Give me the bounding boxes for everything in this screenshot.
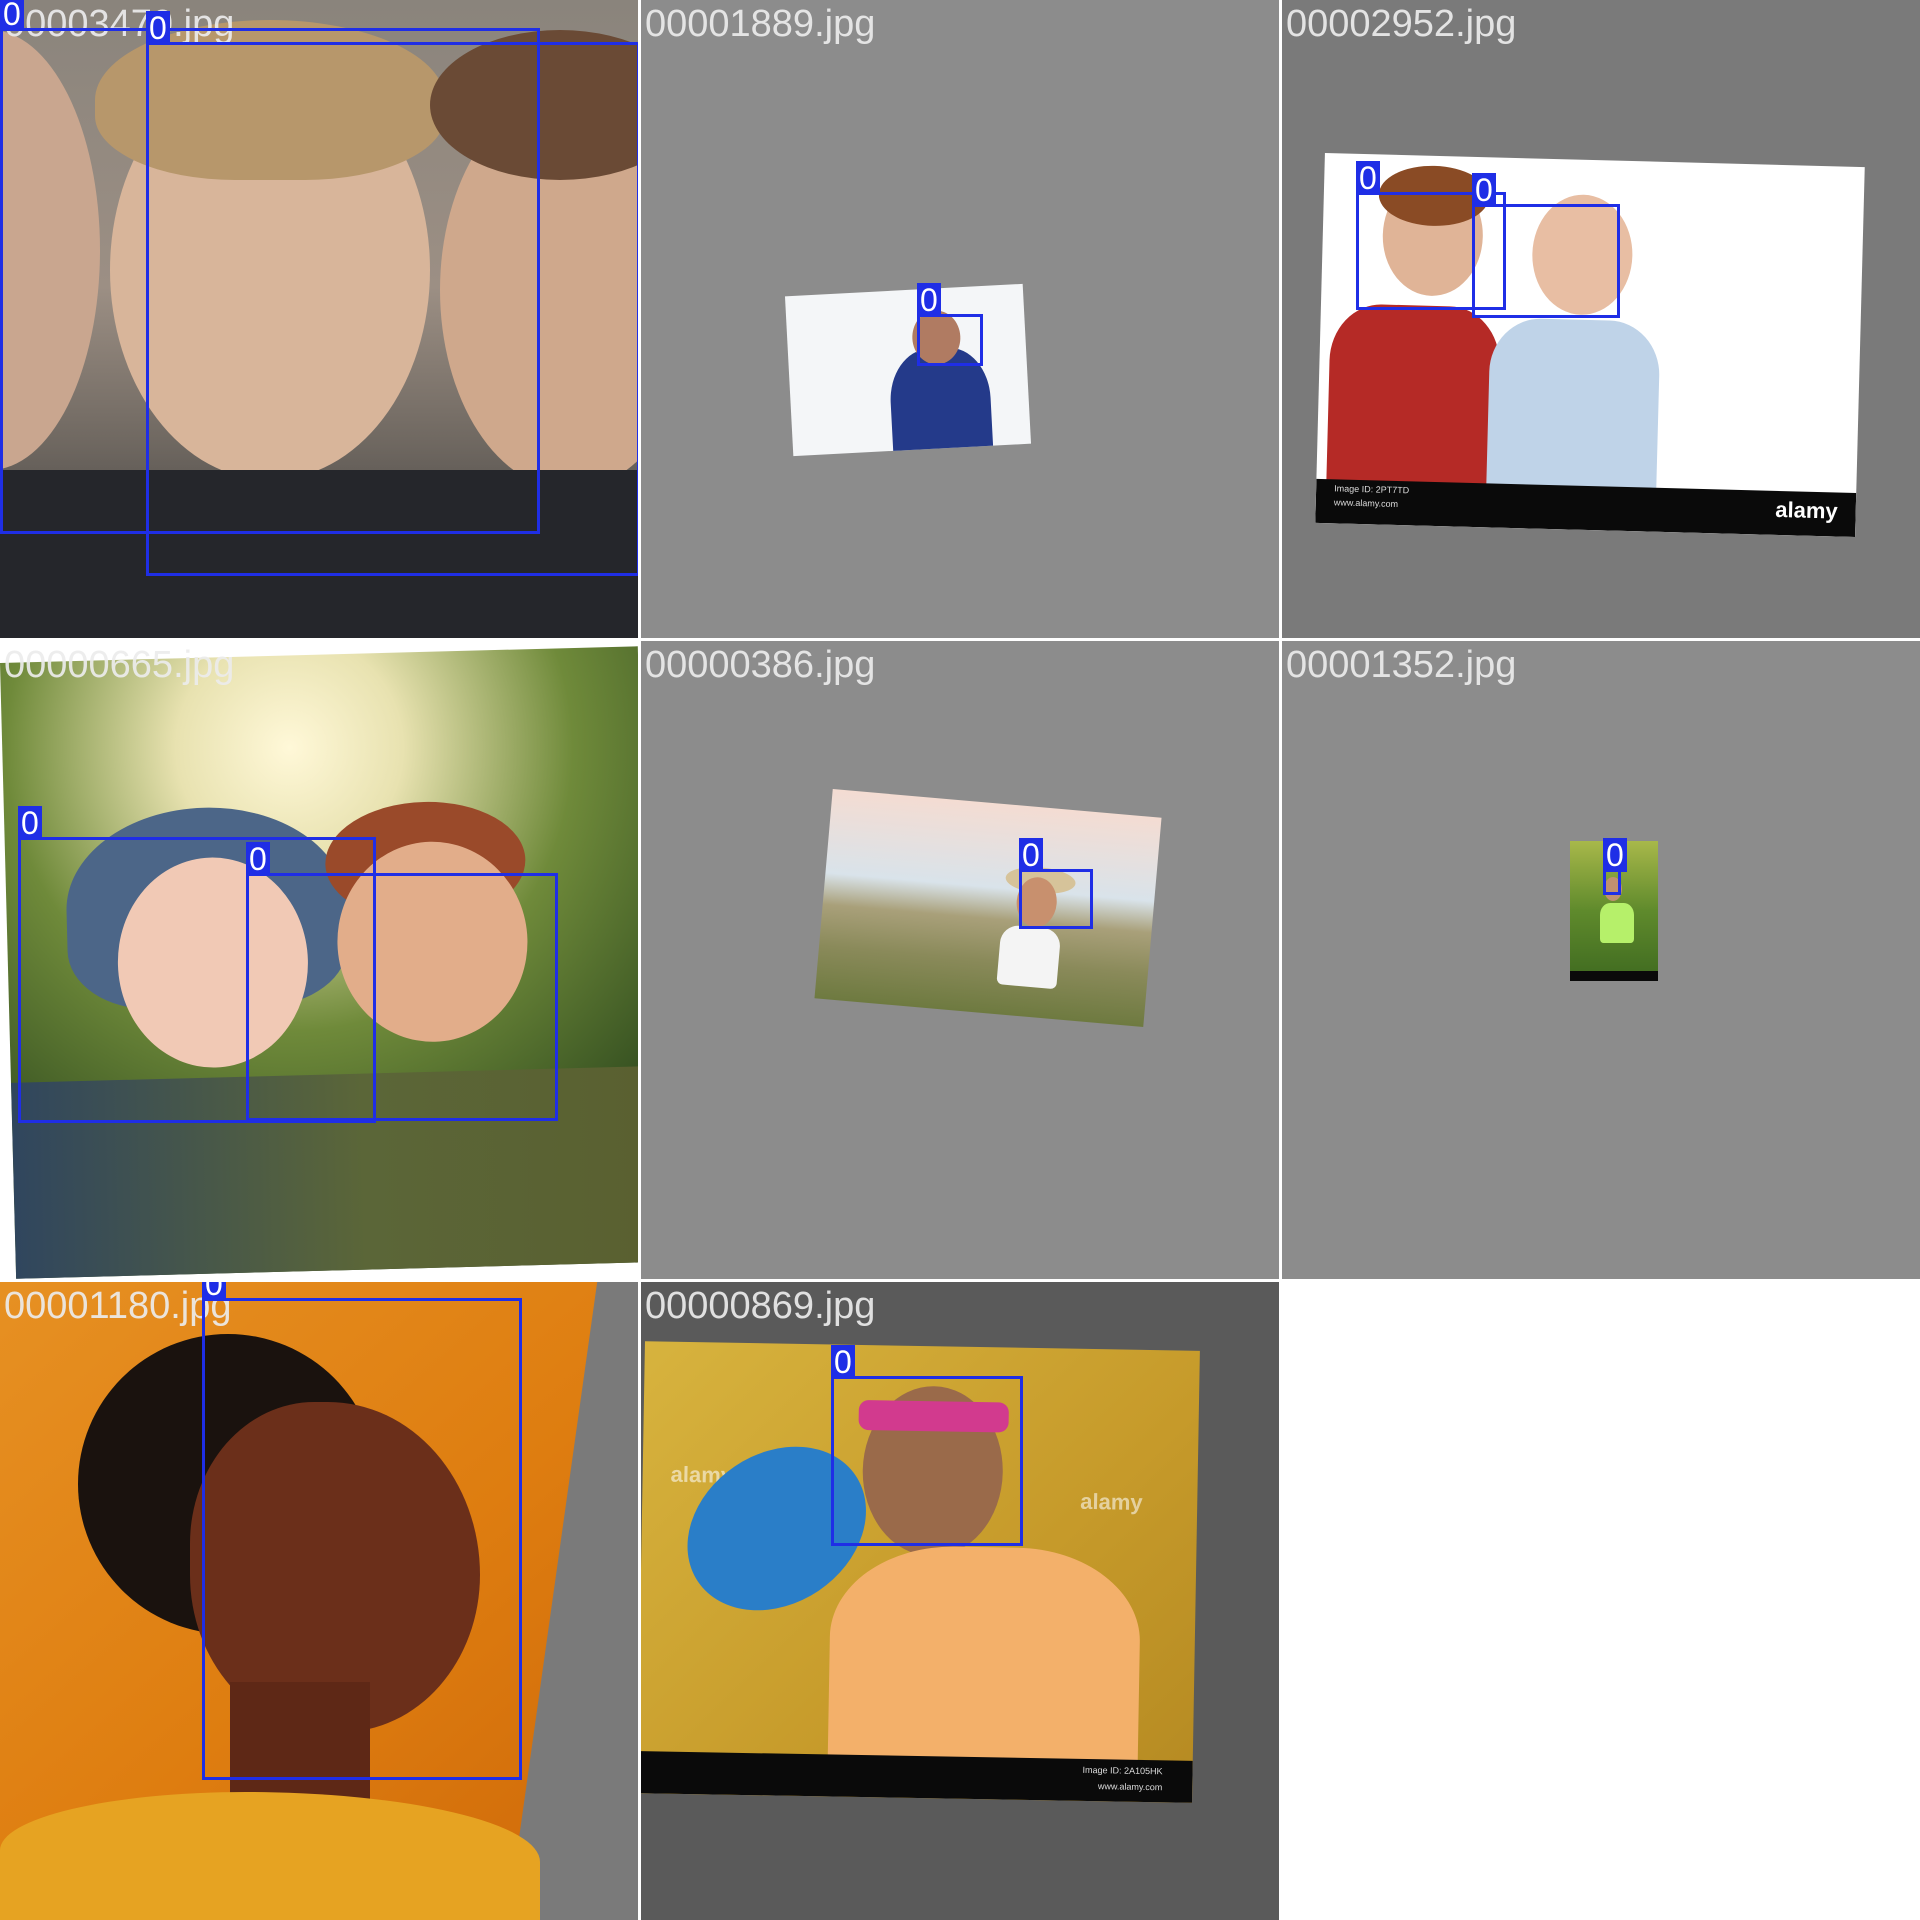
watermark-strip: Image ID: 2PT7TD www.alamy.com alamy — [1315, 478, 1857, 538]
detection-box[interactable]: 0 — [146, 11, 638, 576]
filename-label: 00001180.jpg — [4, 1285, 232, 1327]
filename-label: 00000665.jpg — [4, 644, 235, 686]
detection-box[interactable]: 0 — [1603, 838, 1627, 895]
hair-center — [95, 20, 445, 180]
boy-shirt — [1326, 303, 1501, 498]
hair-right — [430, 30, 638, 180]
filename-label: 00000386.jpg — [645, 644, 876, 686]
photo — [814, 789, 1162, 1027]
class-label: 0 — [202, 1282, 226, 1301]
alamy-watermark: alamy — [1080, 1488, 1143, 1515]
tile-00000665[interactable]: 00000665.jpg 0 0 — [0, 641, 638, 1279]
class-label: 0 — [1472, 173, 1496, 207]
site-url: www.alamy.com — [1333, 497, 1399, 510]
detection-box[interactable]: 0 — [831, 1345, 1023, 1546]
detection-box[interactable]: 0 — [1356, 161, 1506, 310]
filename-label: 00002952.jpg — [1286, 3, 1517, 45]
tile-00001180[interactable]: 00001180.jpg 0 — [0, 1282, 638, 1920]
filename-label: 00001352.jpg — [1286, 644, 1517, 686]
class-label: 0 — [831, 1345, 855, 1379]
detection-box[interactable]: 0 — [1019, 838, 1093, 929]
detection-box[interactable]: 0 — [0, 0, 540, 534]
tile-00000386[interactable]: 00000386.jpg 0 — [641, 641, 1279, 1279]
class-label: 0 — [246, 842, 270, 876]
detection-box[interactable]: 0 — [18, 806, 376, 1123]
detection-box[interactable]: 0 — [917, 283, 983, 366]
girl-shirt — [1485, 317, 1661, 502]
empty-cell — [1282, 1282, 1920, 1920]
woman-top — [996, 924, 1062, 990]
man-shirt — [0, 1792, 540, 1920]
detection-box[interactable]: 0 — [202, 1282, 522, 1780]
detection-box[interactable]: 0 — [1472, 173, 1620, 318]
tile-00001352[interactable]: 00001352.jpg 0 — [1282, 641, 1920, 1279]
man-shirt — [827, 1544, 1142, 1780]
watermark-strip — [1570, 971, 1658, 981]
site-url: www.alamy.com — [1097, 1781, 1163, 1793]
class-label: 0 — [18, 806, 42, 840]
class-label: 0 — [146, 11, 170, 45]
filename-label: 00000869.jpg — [645, 1285, 876, 1327]
shirt — [0, 470, 638, 638]
image-id: Image ID: 2A105HK — [1082, 1764, 1163, 1777]
watermark-strip: Image ID: 2A105HK www.alamy.com — [641, 1751, 1193, 1803]
person-head — [1604, 877, 1622, 901]
man-face — [190, 1402, 480, 1732]
filename-label: 00003470.jpg — [4, 3, 235, 45]
tile-00002952[interactable]: Image ID: 2PT7TD www.alamy.com alamy 000… — [1282, 0, 1920, 638]
person-top — [1600, 903, 1634, 943]
class-label: 0 — [0, 0, 24, 31]
alamy-logo: alamy — [1775, 496, 1839, 524]
filename-label: 00001889.jpg — [645, 3, 876, 45]
class-label: 0 — [917, 283, 941, 317]
image-id: Image ID: 2PT7TD — [1334, 483, 1410, 496]
class-label: 0 — [1019, 838, 1043, 872]
detection-box[interactable]: 0 — [246, 842, 558, 1121]
class-label: 0 — [1356, 161, 1380, 195]
tile-00000869[interactable]: alamy alamy alamy Image ID: 2A105HK www.… — [641, 1282, 1279, 1920]
tile-00003470[interactable]: 00003470.jpg 0 0 — [0, 0, 638, 638]
class-label: 0 — [1603, 838, 1627, 872]
photo — [784, 283, 1032, 457]
tile-00001889[interactable]: 00001889.jpg 0 — [641, 0, 1279, 638]
